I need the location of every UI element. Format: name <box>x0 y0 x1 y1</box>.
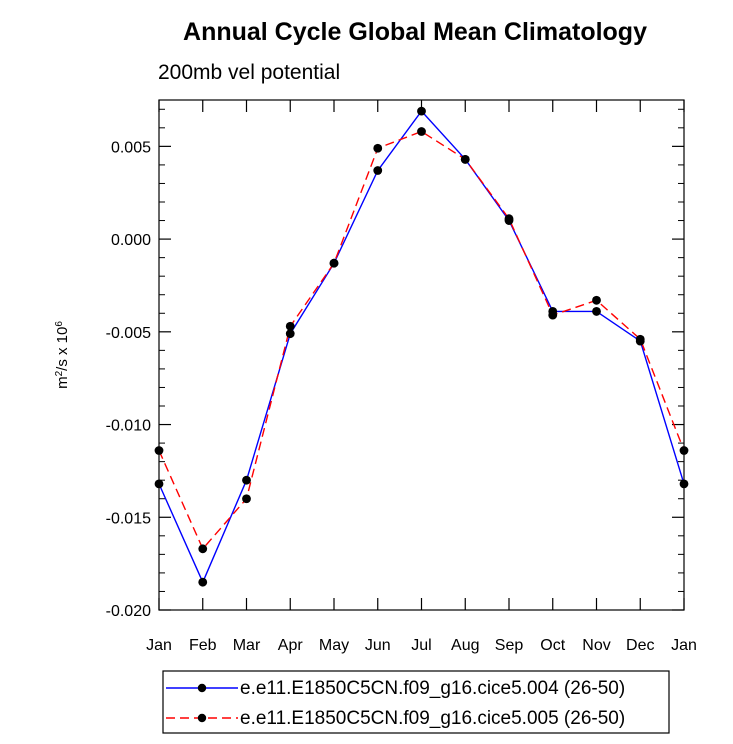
data-point-series-1 <box>679 479 689 489</box>
y-axis-label: m2/s x 106 <box>54 321 72 389</box>
x-tick-label: Oct <box>540 637 565 654</box>
data-point-series-2 <box>373 143 383 153</box>
chart-subtitle: 200mb vel potential <box>158 61 340 84</box>
y-tick-label: 0.005 <box>111 139 151 156</box>
legend-label-series-2: e.e11.E1850C5CN.f09_g16.cice5.005 (26-50… <box>240 708 625 729</box>
data-point-series-2 <box>417 127 426 136</box>
data-point-series-2 <box>504 214 514 224</box>
data-point-series-1 <box>373 166 383 175</box>
legend: e.e11.E1850C5CN.f09_g16.cice5.004 (26-50… <box>166 678 625 729</box>
y-tick-label: 0.000 <box>111 232 151 249</box>
data-point-series-2 <box>242 494 251 504</box>
y-tick-labels: -0.020 -0.015 -0.010 -0.005 0.000 0.005 <box>106 139 151 620</box>
data-point-series-1 <box>242 475 251 485</box>
y-tick-label: -0.015 <box>106 510 151 527</box>
legend-label-series-1: e.e11.E1850C5CN.f09_g16.cice5.004 (26-50… <box>240 678 625 699</box>
tick-marks <box>158 100 685 611</box>
data-point-series-2 <box>154 446 164 455</box>
data-point-series-2 <box>460 154 470 164</box>
data-point-series-1 <box>417 106 426 116</box>
x-tick-label: Jan <box>671 637 697 654</box>
x-tick-label: Mar <box>233 637 261 654</box>
x-tick-label: Aug <box>451 637 479 654</box>
y-tick-label: -0.020 <box>106 603 151 620</box>
x-tick-label: Apr <box>278 637 304 654</box>
legend-marker-series-1 <box>197 683 207 693</box>
x-tick-label: May <box>319 637 349 654</box>
series-layer <box>154 106 689 587</box>
data-point-series-1 <box>592 307 601 316</box>
plot-area <box>158 99 685 611</box>
data-point-series-2 <box>679 446 689 455</box>
data-point-series-2 <box>285 321 295 331</box>
data-point-series-1 <box>198 577 208 587</box>
x-tick-label: Jun <box>365 637 391 654</box>
x-tick-label: Sep <box>495 637 524 654</box>
x-tick-label: Jul <box>411 637 431 654</box>
legend-box <box>162 670 670 734</box>
x-tick-label: Feb <box>189 637 217 654</box>
data-point-series-2 <box>635 334 645 344</box>
chart-title: Annual Cycle Global Mean Climatology <box>183 18 647 46</box>
data-point-series-2 <box>592 295 601 305</box>
series-line-1 <box>158 109 685 584</box>
y-tick-label: -0.010 <box>106 418 151 435</box>
data-point-series-1 <box>285 329 295 339</box>
y-tick-label: -0.005 <box>106 325 151 342</box>
data-point-series-1 <box>154 479 164 489</box>
x-tick-label: Jan <box>146 637 172 654</box>
x-tick-label: Dec <box>626 637 654 654</box>
data-point-series-2 <box>198 544 208 554</box>
data-point-series-2 <box>329 258 339 268</box>
x-tick-labels: Jan Feb Mar Apr May Jun Jul Aug Sep Oct Nov Dec Jan <box>146 637 697 654</box>
data-point-series-2 <box>548 310 558 320</box>
x-tick-label: Nov <box>582 637 610 654</box>
series-line-2 <box>158 130 685 551</box>
legend-marker-series-2 <box>197 713 207 723</box>
